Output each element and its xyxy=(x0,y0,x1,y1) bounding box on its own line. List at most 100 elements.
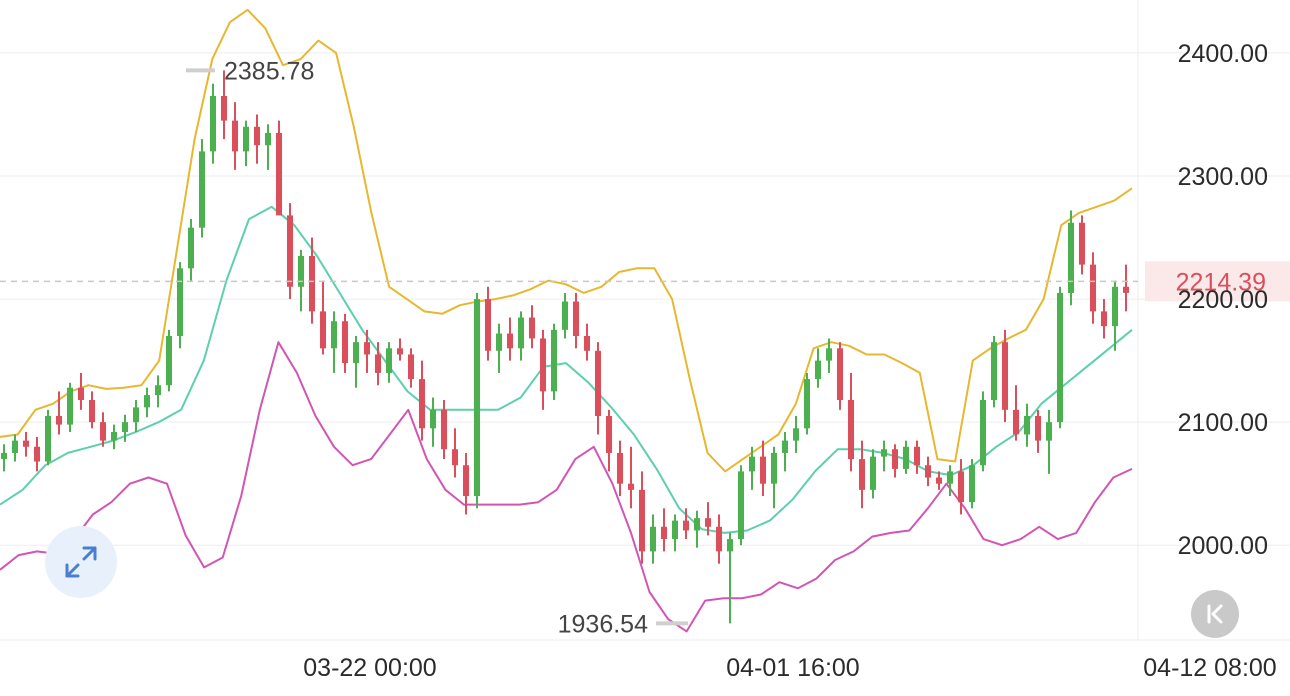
low-annotation: 1936.54 xyxy=(558,610,648,638)
candle xyxy=(924,456,932,487)
candle xyxy=(11,434,19,462)
candle xyxy=(539,329,547,410)
candle xyxy=(649,514,657,564)
candle xyxy=(264,124,272,170)
candle xyxy=(616,440,624,496)
candle xyxy=(935,471,943,490)
candle xyxy=(913,440,921,474)
candle xyxy=(1067,210,1075,306)
candle xyxy=(66,382,74,432)
candle xyxy=(803,372,811,435)
candle xyxy=(1056,286,1064,429)
candle xyxy=(308,237,316,324)
candle xyxy=(957,459,965,515)
candle xyxy=(594,342,602,435)
candle xyxy=(605,409,613,472)
candle xyxy=(22,432,30,457)
candle xyxy=(132,400,140,432)
y-tick-label: 2300.00 xyxy=(1178,163,1268,191)
candle xyxy=(1078,215,1086,275)
y-tick-label: 2200.00 xyxy=(1178,286,1268,314)
candle xyxy=(88,391,96,429)
candle xyxy=(440,400,448,460)
candle xyxy=(473,292,481,509)
candle xyxy=(231,102,239,170)
candle xyxy=(165,329,173,392)
candle xyxy=(418,360,426,441)
candle xyxy=(187,219,195,281)
x-tick-label: 04-12 08:00 xyxy=(1143,654,1276,682)
candle xyxy=(407,348,415,388)
candle xyxy=(33,436,41,472)
candle xyxy=(154,375,162,408)
candle xyxy=(99,412,107,447)
skip-back-button[interactable] xyxy=(1191,590,1239,638)
axis-labels: 2000.00 2100.00 2200.00 2300.00 2400.00 03-22… xyxy=(303,40,1276,682)
candle xyxy=(55,391,63,435)
candle xyxy=(121,414,129,442)
candle xyxy=(319,280,327,355)
middle-band-line xyxy=(0,205,1133,534)
candle xyxy=(253,114,261,164)
candle xyxy=(77,372,85,410)
bollinger-bands xyxy=(0,8,1133,633)
candle xyxy=(946,465,954,496)
candle xyxy=(638,471,646,564)
candle xyxy=(561,292,569,339)
candle xyxy=(660,508,668,552)
candle xyxy=(143,387,151,418)
candle xyxy=(451,428,459,478)
candle xyxy=(330,311,338,373)
y-tick-label: 2400.00 xyxy=(1178,40,1268,68)
candle xyxy=(286,203,294,300)
candle xyxy=(374,342,382,386)
candle xyxy=(792,416,800,453)
candle xyxy=(671,514,679,552)
candle xyxy=(968,459,976,509)
x-tick-label: 03-22 00:00 xyxy=(303,654,436,682)
candle xyxy=(1001,329,1009,423)
candle xyxy=(726,532,734,624)
candle xyxy=(1012,385,1020,441)
expand-button[interactable] xyxy=(45,526,117,598)
candle xyxy=(352,336,360,388)
candle xyxy=(847,372,855,472)
candle xyxy=(770,446,778,509)
candle xyxy=(275,120,283,216)
candle xyxy=(1089,252,1097,324)
candle xyxy=(209,83,217,164)
candle xyxy=(1111,280,1119,351)
x-tick-label: 04-01 16:00 xyxy=(726,654,859,682)
candle xyxy=(550,323,558,400)
current-price-label: 2214.39 xyxy=(1176,268,1266,296)
y-tick-label: 2000.00 xyxy=(1178,532,1268,560)
upper-band-line xyxy=(0,8,1133,473)
candle xyxy=(891,444,899,478)
candle xyxy=(0,444,8,472)
candle xyxy=(462,452,470,515)
candle xyxy=(495,323,503,373)
candle xyxy=(396,338,404,361)
candle xyxy=(517,311,525,361)
candle xyxy=(506,317,514,361)
candle xyxy=(682,508,690,540)
candle xyxy=(429,397,437,447)
candle xyxy=(341,313,349,373)
candle xyxy=(242,120,250,167)
y-tick-label: 2100.00 xyxy=(1178,409,1268,437)
candle xyxy=(825,338,833,373)
candle xyxy=(979,391,987,472)
candle xyxy=(869,449,877,499)
candle xyxy=(220,70,228,140)
skip-back-icon xyxy=(1207,604,1223,624)
candle xyxy=(814,348,822,388)
annotations-layer: 2214.39 2385.78 1936.54 xyxy=(0,57,1290,638)
candle xyxy=(176,262,184,349)
candle xyxy=(715,514,723,564)
candle xyxy=(627,446,635,509)
candle xyxy=(363,329,371,373)
candle xyxy=(528,305,536,349)
candle xyxy=(44,409,52,466)
